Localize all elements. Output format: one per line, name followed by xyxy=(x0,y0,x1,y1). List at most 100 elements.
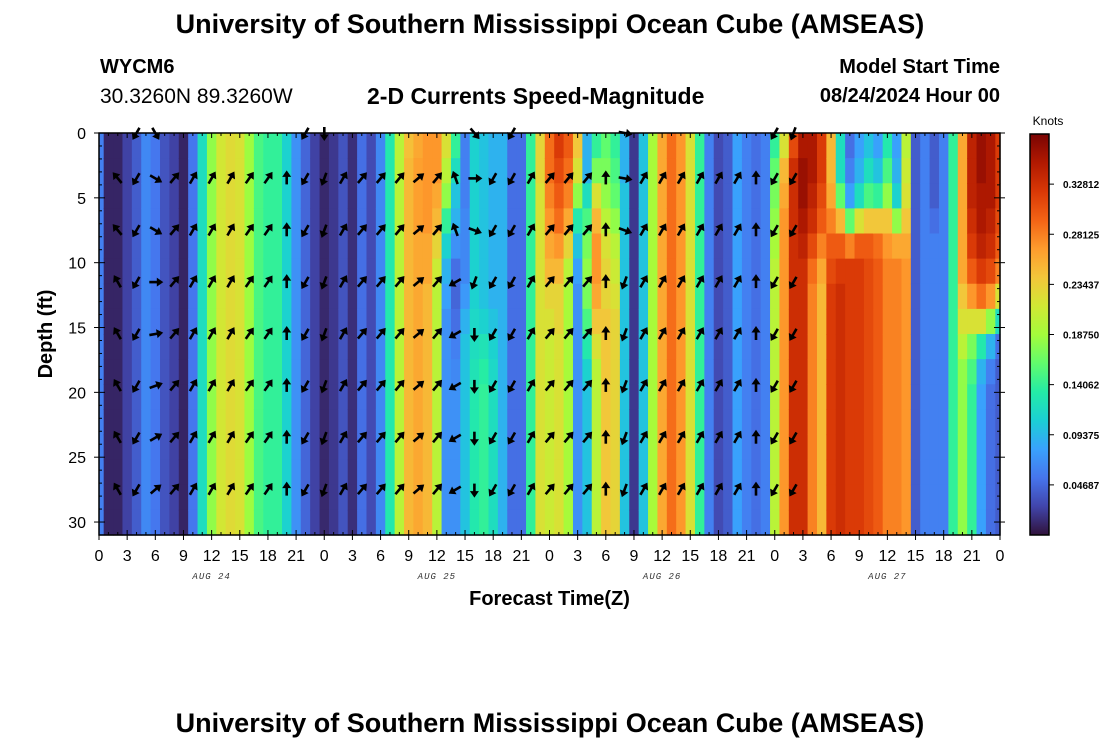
chart-title-bottom: University of Southern Mississippi Ocean… xyxy=(175,708,925,738)
heatmap-cell xyxy=(920,208,931,235)
heatmap-cell xyxy=(497,183,508,209)
heatmap-cell xyxy=(160,158,170,184)
arrow-head xyxy=(396,275,405,284)
arrow-head xyxy=(640,327,649,335)
heatmap-cell xyxy=(432,133,443,159)
heatmap-cell xyxy=(188,484,199,511)
arrow-head xyxy=(488,488,497,497)
current-arrow xyxy=(448,329,462,339)
heatmap-cell xyxy=(788,283,799,310)
heatmap-cell xyxy=(413,208,424,235)
heatmap-cell xyxy=(732,509,743,536)
heatmap-cell xyxy=(770,359,781,385)
heatmap-cell xyxy=(197,133,208,159)
heatmap-cell xyxy=(892,459,903,486)
current-arrow xyxy=(394,327,405,340)
arrow-head xyxy=(396,172,405,181)
current-arrow xyxy=(507,431,517,445)
arrow-head xyxy=(734,275,742,284)
arrow-head xyxy=(189,482,198,491)
heatmap-cell xyxy=(920,459,931,486)
heatmap-cell xyxy=(563,409,574,436)
heatmap-cell xyxy=(591,308,602,335)
heatmap-cell xyxy=(460,484,471,511)
heatmap-cell xyxy=(582,409,593,436)
current-arrow xyxy=(226,171,236,185)
arrow-head xyxy=(584,483,593,492)
heatmap-cell xyxy=(713,334,724,360)
heatmap-cell xyxy=(244,133,255,159)
current-arrow xyxy=(131,328,141,341)
heatmap-cell xyxy=(957,359,968,385)
heatmap-cell xyxy=(526,384,537,410)
heatmap-cell xyxy=(845,334,856,360)
x-tick-label: 6 xyxy=(376,548,385,565)
heatmap-cell xyxy=(967,434,978,461)
current-arrow xyxy=(676,327,686,340)
heatmap-cell xyxy=(150,233,161,260)
heatmap-cell xyxy=(563,308,574,335)
heatmap-cell xyxy=(244,359,255,385)
current-arrow xyxy=(244,379,254,392)
heatmap-cell xyxy=(253,208,264,235)
arrow-head xyxy=(565,275,574,284)
current-arrow xyxy=(394,275,405,288)
heatmap-cell xyxy=(310,384,321,410)
heatmap-cell xyxy=(404,208,415,235)
heatmap-cell xyxy=(310,283,321,310)
heatmap-cell xyxy=(572,183,583,209)
heatmap-cell xyxy=(554,258,565,285)
heatmap-cell xyxy=(338,409,349,436)
heatmap-cell xyxy=(375,258,386,285)
heatmap-cell xyxy=(666,434,677,461)
heatmap-cell xyxy=(657,133,668,159)
heatmap-cell xyxy=(507,334,518,360)
heatmap-cell xyxy=(910,158,921,184)
heatmap-cell xyxy=(788,384,799,410)
heatmap-cell xyxy=(948,359,959,385)
arrow-shaft xyxy=(263,278,271,288)
heatmap-cell xyxy=(863,183,874,209)
heatmap-cell xyxy=(798,183,809,209)
heatmap-cell xyxy=(892,434,903,461)
heatmap-cell xyxy=(976,409,987,436)
heatmap-cell xyxy=(638,133,649,159)
heatmap-cell xyxy=(713,434,724,461)
current-arrow xyxy=(356,431,367,444)
heatmap-cell xyxy=(582,509,593,536)
heatmap-cell xyxy=(319,509,330,536)
heatmap-cell xyxy=(150,258,161,285)
current-arrow xyxy=(188,430,198,444)
heatmap-cell xyxy=(385,258,396,285)
heatmap-cell xyxy=(150,283,161,310)
heatmap-cell xyxy=(892,484,903,511)
arrow-head xyxy=(265,431,273,440)
current-arrow xyxy=(695,378,705,392)
heatmap-cell xyxy=(99,384,105,410)
heatmap-cell xyxy=(863,409,874,436)
heatmap-cell xyxy=(263,434,274,461)
arrow-head xyxy=(624,226,633,236)
heatmap-cell xyxy=(892,208,903,235)
heatmap-cell xyxy=(619,334,630,360)
heatmap-cell xyxy=(347,233,358,260)
heatmap-cell xyxy=(920,133,931,159)
arrow-head xyxy=(507,333,516,341)
current-arrow xyxy=(432,483,443,496)
heatmap-cell xyxy=(826,459,837,486)
heatmap-cell xyxy=(366,158,377,184)
current-arrow xyxy=(394,172,405,184)
heatmap-cell xyxy=(366,359,377,385)
arrow-head xyxy=(601,481,611,489)
arrow-head xyxy=(488,436,497,445)
heatmap-cell xyxy=(497,283,508,310)
current-arrow xyxy=(207,327,217,340)
current-arrow xyxy=(488,328,498,341)
current-arrow xyxy=(338,482,348,496)
arrow-head xyxy=(282,429,292,437)
heatmap-cell xyxy=(882,183,893,209)
heatmap-cell xyxy=(826,509,837,536)
arrow-head xyxy=(658,171,667,180)
heatmap-cell xyxy=(751,359,762,385)
heatmap-cell xyxy=(479,484,490,511)
